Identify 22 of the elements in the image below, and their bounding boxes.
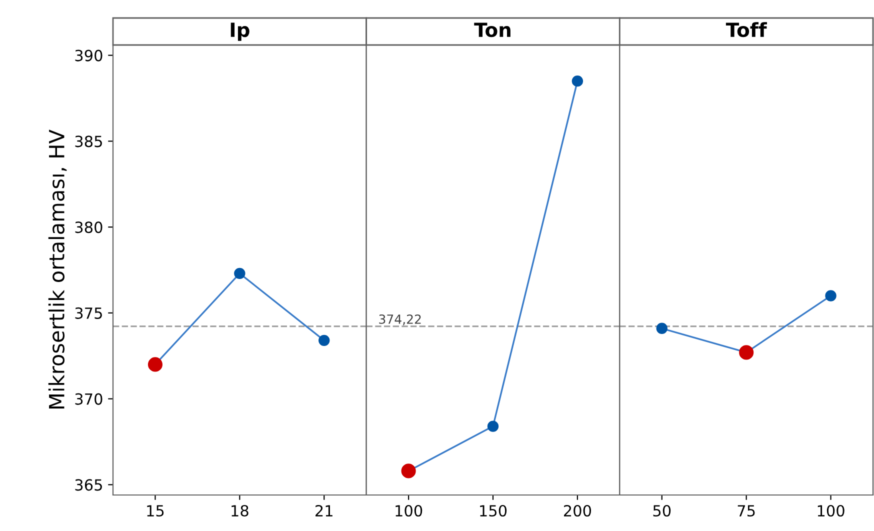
y-tick-label: 370 [75, 393, 102, 405]
ref-line-label: 374,22 [379, 314, 421, 326]
x-tick-label: 21 [316, 504, 332, 516]
chart-title: Toff [726, 22, 767, 38]
chart-title: Ip [230, 22, 250, 41]
y-axis-title: Mikrosertlik ortalaması, HV [48, 130, 67, 408]
x-tick-label: 18 [232, 504, 248, 517]
y-tick-label: 390 [75, 50, 102, 62]
x-tick-label: 100 [818, 504, 844, 517]
x-tick-label: 75 [738, 505, 755, 517]
point [318, 334, 330, 346]
x-tick-label: 50 [653, 504, 671, 517]
x-tick-label: 200 [564, 504, 592, 517]
x-tick-label: 100 [396, 504, 422, 517]
x-tick-label: 150 [480, 504, 507, 517]
y-tick-label: 375 [75, 307, 102, 319]
point [234, 268, 246, 280]
chart-title: Ton [474, 22, 510, 38]
y-tick-label: 385 [75, 136, 102, 148]
x-tick-label: 15 [147, 505, 164, 517]
y-tick-label: 380 [75, 222, 102, 234]
y-tick-label: 365 [75, 479, 102, 491]
